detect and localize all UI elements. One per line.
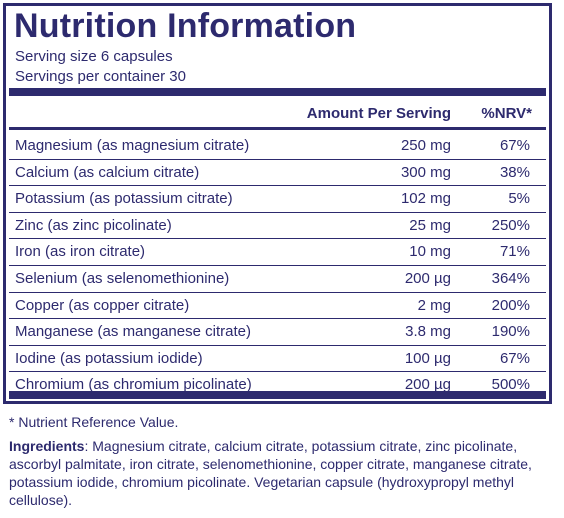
nutrient-nrv: 500% [491, 376, 530, 394]
nutrient-nrv: 250% [491, 216, 530, 234]
nutrient-amount: 300 mg [400, 163, 451, 181]
bottom-rule [9, 391, 546, 399]
nutrient-amount: 25 mg [409, 216, 451, 234]
top-rule [9, 88, 546, 96]
nutrient-name: Selenium (as selenomethionine) [15, 269, 230, 287]
nutrient-nrv: 67% [499, 349, 530, 367]
nutrient-name: Iodine (as potassium iodide) [15, 349, 203, 367]
nutrient-nrv: 200% [491, 296, 530, 314]
table-row: Iron (as iron citrate) 10 mg 71% [9, 239, 546, 266]
serving-size: Serving size 6 capsules [15, 48, 173, 65]
nrv-footnote: * Nutrient Reference Value. [9, 414, 179, 430]
table-row: Iodine (as potassium iodide) 100 µg 67% [9, 346, 546, 373]
servings-per-container: Servings per container 30 [15, 68, 186, 85]
nutrition-panel: Nutrition Information Serving size 6 cap… [3, 3, 552, 404]
nutrient-nrv: 71% [499, 243, 530, 261]
nutrient-name: Magnesium (as magnesium citrate) [15, 137, 250, 154]
nutrient-nrv: 364% [491, 269, 530, 287]
nutrient-name: Zinc (as zinc picolinate) [15, 216, 172, 234]
nutrient-amount: 100 µg [404, 349, 451, 367]
table-row: Potassium (as potassium citrate) 102 mg 5% [9, 186, 546, 213]
amount-column-header: Amount Per Serving [306, 105, 451, 122]
table-row: Chromium (as chromium picolinate) 200 µg 5… [9, 372, 546, 398]
nutrient-name: Chromium (as chromium picolinate) [15, 376, 252, 394]
table-row: Selenium (as selenomethionine) 200 µg 364% [9, 266, 546, 293]
nutrient-amount: 102 mg [400, 190, 451, 208]
table-row: Zinc (as zinc picolinate) 25 mg 250% [9, 213, 546, 240]
table-row: Copper (as copper citrate) 2 mg 200% [9, 293, 546, 320]
nutrient-amount: 250 mg [400, 137, 451, 154]
nutrient-amount: 10 mg [409, 243, 451, 261]
nutrient-amount: 3.8 mg [405, 323, 451, 341]
ingredients-label: Ingredients [9, 438, 85, 454]
nutrient-nrv: 38% [499, 163, 530, 181]
panel-title: Nutrition Information [14, 7, 357, 45]
table-row: Manganese (as manganese citrate) 3.8 mg 19… [9, 319, 546, 346]
nutrient-table: Magnesium (as magnesium citrate) 250 mg 67… [9, 133, 546, 398]
table-row: Calcium (as calcium citrate) 300 mg 38% [9, 160, 546, 187]
nutrient-nrv: 67% [499, 137, 530, 154]
nutrient-nrv: 190% [491, 323, 530, 341]
nutrient-name: Manganese (as manganese citrate) [15, 323, 251, 341]
nutrient-name: Copper (as copper citrate) [15, 296, 190, 314]
ingredients-text: : Magnesium citrate, calcium citrate, po… [9, 438, 532, 508]
nutrient-amount: 200 µg [404, 269, 451, 287]
nutrient-name: Potassium (as potassium citrate) [15, 190, 233, 208]
nutrient-amount: 200 µg [404, 376, 451, 394]
nutrient-name: Iron (as iron citrate) [15, 243, 146, 261]
nutrient-nrv: 5% [508, 190, 530, 208]
nutrient-name: Calcium (as calcium citrate) [15, 163, 200, 181]
table-header: Amount Per Serving %NRV* [9, 98, 546, 130]
ingredients-paragraph: Ingredients: Magnesium citrate, calcium … [9, 437, 555, 509]
nutrient-amount: 2 mg [417, 296, 451, 314]
table-row: Magnesium (as magnesium citrate) 250 mg 67… [9, 133, 546, 160]
nrv-column-header: %NRV* [481, 105, 532, 122]
